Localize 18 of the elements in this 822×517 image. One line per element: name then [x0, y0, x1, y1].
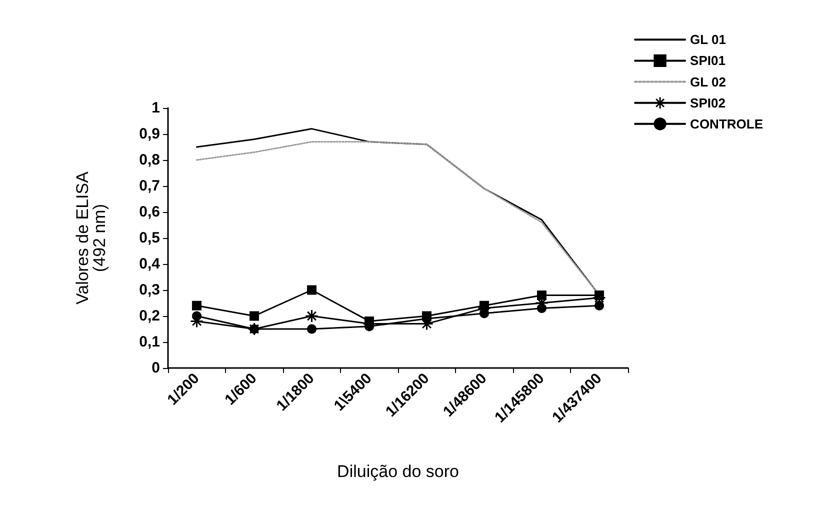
legend-label: SPI02	[690, 95, 726, 110]
y-axis-title: Valores de ELISA (492 nm)	[73, 170, 109, 304]
y-tick-label: 0,3	[139, 282, 160, 298]
y-tick-label: 0,6	[139, 204, 160, 220]
legend-label: SPI01	[690, 53, 726, 68]
y-tick-label: 0,2	[139, 308, 160, 324]
y-tick-label: 0,4	[139, 256, 161, 272]
y-tick-label: 0,5	[139, 230, 160, 246]
y-tick-label: 0	[152, 360, 160, 376]
legend-label: CONTROLE	[690, 116, 764, 132]
y-tick-label: 0,7	[139, 178, 160, 194]
legend-label: GL 02	[690, 74, 726, 90]
y-tick-label: 0,1	[139, 334, 160, 350]
y-tick-label: 0,8	[139, 152, 160, 168]
y-tick-label: 1	[152, 100, 160, 116]
x-axis-title: Diluição do soro	[337, 462, 459, 481]
legend-label: GL 01	[690, 32, 726, 48]
y-tick-label: 0,9	[139, 126, 160, 142]
